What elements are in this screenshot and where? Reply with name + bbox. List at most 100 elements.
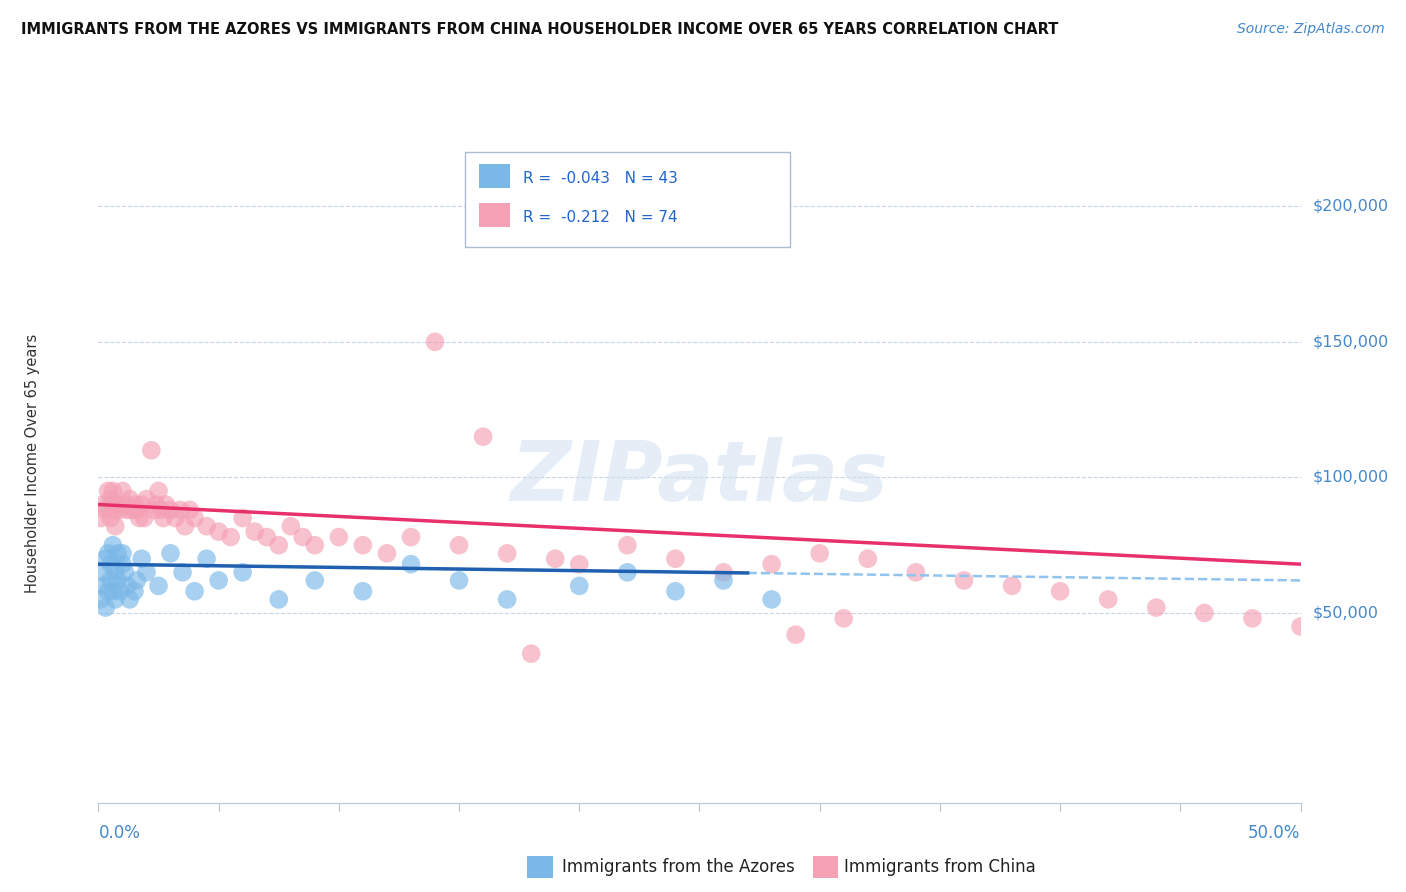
- Text: 50.0%: 50.0%: [1249, 824, 1301, 842]
- Point: [1289, 619, 1312, 633]
- Point: [953, 574, 976, 588]
- Text: R =  -0.212   N = 74: R = -0.212 N = 74: [523, 210, 678, 225]
- Point: [107, 546, 129, 560]
- Point: [104, 519, 127, 533]
- Point: [94, 600, 117, 615]
- Point: [100, 557, 122, 571]
- Point: [149, 503, 172, 517]
- Point: [128, 511, 150, 525]
- Point: [125, 503, 148, 517]
- Point: [121, 503, 143, 517]
- Point: [267, 538, 290, 552]
- Point: [256, 530, 278, 544]
- Point: [111, 483, 134, 498]
- Point: [159, 503, 181, 517]
- Point: [90, 592, 112, 607]
- Point: [183, 584, 205, 599]
- Point: [568, 579, 591, 593]
- Point: [97, 584, 120, 599]
- Point: [1194, 606, 1216, 620]
- Point: [195, 551, 218, 566]
- Point: [328, 530, 350, 544]
- Text: Immigrants from China: Immigrants from China: [844, 858, 1035, 876]
- Point: [94, 551, 117, 566]
- Text: ZIPatlas: ZIPatlas: [510, 437, 889, 518]
- Point: [496, 592, 519, 607]
- Text: $50,000: $50,000: [1313, 606, 1378, 621]
- Point: [1097, 592, 1119, 607]
- Text: Immigrants from the Azores: Immigrants from the Azores: [562, 858, 796, 876]
- Point: [183, 511, 205, 525]
- Point: [399, 557, 422, 571]
- Point: [304, 574, 326, 588]
- Point: [117, 579, 139, 593]
- Point: [100, 574, 122, 588]
- Point: [148, 483, 170, 498]
- Point: [101, 584, 124, 599]
- Point: [104, 592, 127, 607]
- Point: [243, 524, 266, 539]
- Point: [352, 538, 374, 552]
- Text: $100,000: $100,000: [1313, 470, 1389, 485]
- Point: [785, 628, 807, 642]
- Point: [904, 566, 927, 580]
- Point: [142, 503, 165, 517]
- Point: [232, 511, 254, 525]
- Point: [208, 574, 231, 588]
- Text: 0.0%: 0.0%: [98, 824, 141, 842]
- Point: [101, 498, 124, 512]
- Point: [856, 551, 879, 566]
- Point: [111, 546, 134, 560]
- Point: [104, 566, 127, 580]
- Point: [808, 546, 831, 560]
- Point: [1049, 584, 1071, 599]
- Point: [1241, 611, 1264, 625]
- Point: [91, 579, 114, 593]
- Point: [132, 511, 155, 525]
- Point: [232, 566, 254, 580]
- Point: [174, 519, 197, 533]
- Point: [496, 546, 519, 560]
- Point: [94, 503, 117, 517]
- Point: [832, 611, 855, 625]
- Point: [124, 584, 146, 599]
- Point: [664, 551, 686, 566]
- Text: R =  -0.043   N = 43: R = -0.043 N = 43: [523, 171, 678, 186]
- Text: Householder Income Over 65 years: Householder Income Over 65 years: [25, 334, 39, 593]
- Point: [159, 546, 181, 560]
- Point: [114, 566, 136, 580]
- Point: [97, 546, 120, 560]
- Text: $150,000: $150,000: [1313, 334, 1389, 350]
- Point: [100, 511, 122, 525]
- Point: [124, 498, 146, 512]
- Point: [155, 498, 177, 512]
- Point: [131, 551, 153, 566]
- Point: [616, 538, 638, 552]
- Point: [104, 503, 127, 517]
- Point: [91, 498, 114, 512]
- Point: [100, 492, 122, 507]
- Point: [118, 592, 141, 607]
- Point: [267, 592, 290, 607]
- Point: [90, 511, 112, 525]
- Point: [135, 566, 157, 580]
- Point: [761, 592, 783, 607]
- Point: [152, 511, 174, 525]
- Point: [304, 538, 326, 552]
- Point: [169, 503, 191, 517]
- Point: [165, 511, 187, 525]
- Point: [91, 566, 114, 580]
- FancyBboxPatch shape: [465, 152, 790, 247]
- Point: [1001, 579, 1024, 593]
- Point: [375, 546, 398, 560]
- Point: [568, 557, 591, 571]
- Text: $200,000: $200,000: [1313, 199, 1389, 214]
- Text: Source: ZipAtlas.com: Source: ZipAtlas.com: [1237, 22, 1385, 37]
- Point: [616, 566, 638, 580]
- Point: [172, 566, 194, 580]
- Point: [148, 579, 170, 593]
- Point: [117, 503, 139, 517]
- Point: [108, 503, 131, 517]
- Point: [713, 574, 735, 588]
- Point: [101, 483, 124, 498]
